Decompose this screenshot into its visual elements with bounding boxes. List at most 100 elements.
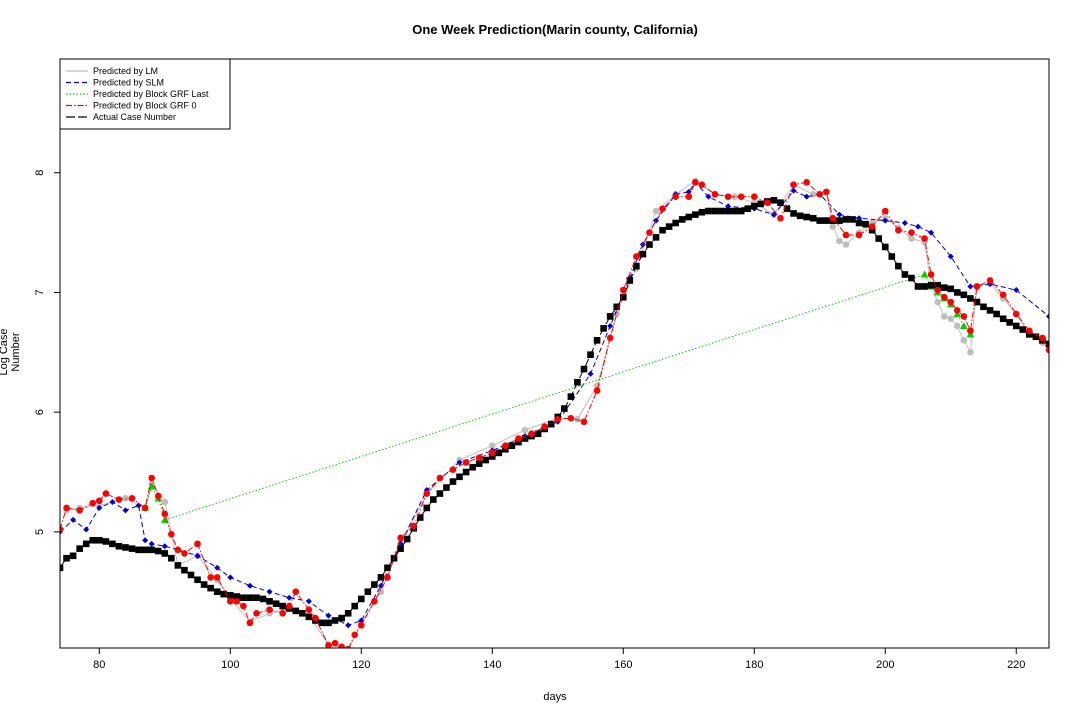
data-point-predicted-by-block-grf-0 (921, 235, 928, 242)
data-point-actual-case-number (954, 289, 961, 296)
data-point-actual-case-number (646, 241, 653, 248)
data-point-predicted-by-block-grf-0 (724, 193, 732, 200)
x-tick-label: 80 (93, 659, 105, 671)
data-point-actual-case-number (613, 303, 621, 311)
data-point-predicted-by-slm (286, 594, 293, 601)
data-point-actual-case-number (279, 602, 286, 610)
data-point-predicted-by-block-grf-0 (449, 466, 457, 473)
data-point-actual-case-number (986, 307, 994, 314)
data-point-actual-case-number (705, 207, 712, 215)
data-point-predicted-by-block-grf-0 (213, 574, 221, 581)
data-point-predicted-by-block-grf-0 (541, 423, 548, 430)
data-point-predicted-by-block-grf-0 (128, 495, 136, 502)
data-point-actual-case-number (226, 592, 234, 599)
data-point-actual-case-number (724, 207, 732, 215)
data-point-actual-case-number (220, 590, 228, 598)
data-point-actual-case-number (148, 546, 155, 554)
data-point-actual-case-number (881, 243, 889, 251)
data-point-actual-case-number (115, 542, 123, 550)
data-point-actual-case-number (305, 613, 313, 621)
data-point-actual-case-number (122, 544, 129, 551)
data-point-predicted-by-block-grf-0 (554, 416, 562, 423)
data-point-actual-case-number (849, 216, 856, 223)
data-point-predicted-by-block-grf-0 (181, 550, 188, 557)
data-point-actual-case-number (102, 538, 110, 545)
data-point-actual-case-number (685, 213, 693, 221)
data-point-actual-case-number (240, 594, 247, 602)
data-point-predicted-by-block-grf-0 (410, 522, 417, 530)
data-point-actual-case-number (390, 554, 398, 562)
data-point-predicted-by-block-grf-0 (436, 474, 444, 482)
data-point-predicted-by-block-grf-0 (619, 286, 627, 294)
x-tick-label: 160 (614, 659, 632, 671)
data-point-predicted-by-block-grf-0 (174, 546, 182, 554)
data-point-actual-case-number (593, 337, 601, 344)
data-point-actual-case-number (259, 595, 267, 603)
data-point-predicted-by-block-grf-0 (973, 283, 981, 290)
data-point-predicted-by-slm (345, 622, 352, 629)
data-point-actual-case-number (377, 574, 385, 581)
data-point-predicted-by-slm (246, 582, 253, 589)
legend-label: Actual Case Number (93, 112, 176, 122)
data-point-actual-case-number (737, 207, 745, 215)
data-point-actual-case-number (364, 588, 372, 596)
data-point-predicted-by-block-grf-0 (141, 504, 149, 512)
data-point-predicted-by-block-grf-0 (842, 231, 850, 239)
data-point-actual-case-number (1045, 340, 1049, 348)
data-point-predicted-by-block-grf-0 (357, 621, 365, 629)
data-point-predicted-by-slm (705, 193, 712, 200)
legend-label: Predicted by LM (93, 66, 158, 76)
data-point-predicted-by-block-grf-0 (60, 526, 64, 533)
data-point-actual-case-number (60, 564, 64, 572)
data-point-predicted-by-block-grf-0 (194, 540, 201, 548)
data-point-predicted-by-block-grf-0 (246, 619, 254, 627)
data-point-predicted-by-block-grf-0 (633, 253, 640, 260)
data-point-actual-case-number (397, 545, 404, 552)
data-point-actual-case-number (574, 378, 581, 386)
data-point-predicted-by-block-grf-0 (331, 639, 339, 647)
data-point-actual-case-number (272, 600, 280, 608)
data-point-predicted-by-block-grf-0 (672, 193, 679, 200)
data-point-predicted-by-slm (161, 543, 168, 550)
data-point-predicted-by-block-grf-0 (161, 510, 169, 518)
data-point-actual-case-number (973, 298, 981, 306)
data-point-predicted-by-block-grf-0 (803, 179, 810, 186)
data-point-predicted-by-block-grf-0 (1026, 327, 1033, 335)
data-point-predicted-by-slm (770, 211, 777, 218)
data-point-predicted-by-block-grf-0 (148, 474, 155, 482)
data-point-actual-case-number (744, 205, 752, 212)
data-point-actual-case-number (587, 351, 594, 358)
data-point-predicted-by-block-grf-0 (168, 530, 175, 538)
data-point-predicted-by-block-grf-0 (1039, 334, 1046, 342)
data-point-predicted-by-slm (607, 322, 614, 329)
data-point-predicted-by-block-grf-0 (999, 291, 1007, 299)
data-point-actual-case-number (947, 285, 955, 293)
data-point-predicted-by-slm (882, 217, 889, 224)
series-actual-case-number (60, 196, 1049, 627)
data-point-predicted-by-lm (122, 495, 129, 502)
data-point-predicted-by-lm (934, 298, 941, 306)
data-point-predicted-by-lm (829, 223, 837, 230)
data-point-actual-case-number (318, 619, 326, 627)
data-point-predicted-by-block-grf-0 (345, 645, 352, 648)
data-point-predicted-by-block-grf-0 (829, 214, 837, 222)
data-point-predicted-by-slm (836, 211, 843, 218)
data-point-predicted-by-block-grf-0 (240, 602, 247, 610)
data-point-predicted-by-block-grf-0 (154, 492, 162, 500)
data-point-actual-case-number (862, 220, 869, 228)
data-point-predicted-by-lm (954, 322, 961, 330)
data-point-actual-case-number (515, 438, 522, 446)
data-point-predicted-by-block-grf-0 (115, 496, 123, 503)
x-tick-label: 140 (483, 659, 501, 671)
data-point-predicted-by-block-grf-0 (76, 507, 83, 514)
series-layer (60, 177, 1049, 648)
data-point-predicted-by-slm (214, 564, 221, 571)
data-point-actual-case-number (246, 594, 254, 602)
data-point-actual-case-number (1012, 322, 1020, 330)
data-point-actual-case-number (456, 473, 463, 481)
data-point-predicted-by-lm (967, 349, 974, 356)
data-point-actual-case-number (868, 226, 876, 234)
series-predicted-by-slm (60, 179, 1049, 629)
data-point-actual-case-number (836, 217, 843, 224)
data-point-actual-case-number (1006, 319, 1014, 326)
